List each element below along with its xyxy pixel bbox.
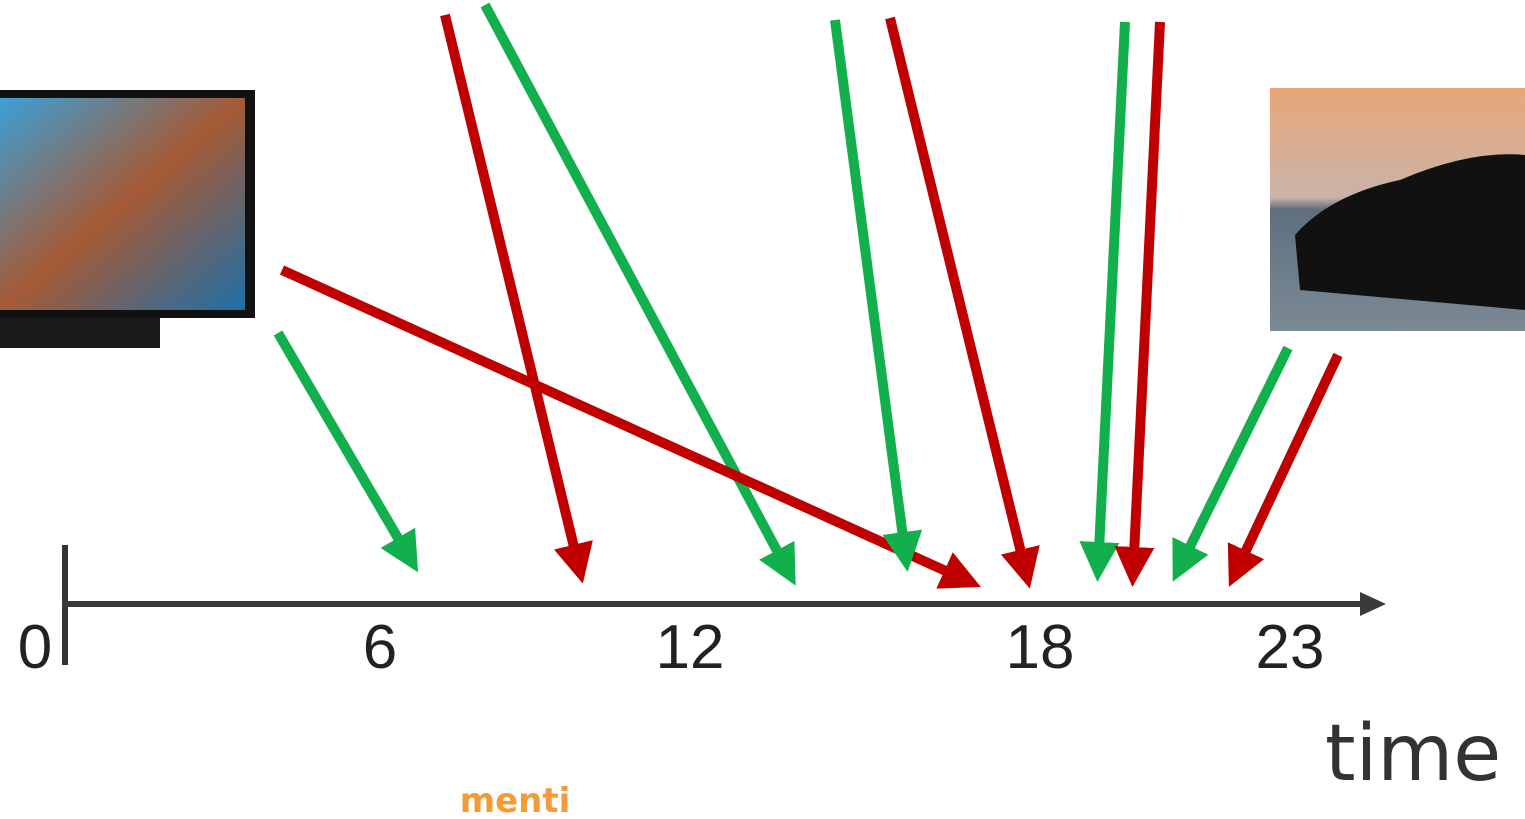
footer-label: menti (460, 781, 571, 819)
tick-label: 23 (1256, 613, 1325, 682)
arrow (480, 2, 796, 586)
axis-arrowhead (1360, 592, 1386, 616)
arrow (1079, 21, 1130, 582)
arrow (830, 19, 923, 572)
tick-label: 6 (363, 613, 397, 682)
arrow (1172, 345, 1293, 582)
arrow (1114, 21, 1165, 587)
arrow (885, 16, 1040, 589)
arrow (273, 330, 419, 573)
tick-label: 18 (1006, 613, 1075, 682)
arrow (440, 13, 593, 584)
arrow (279, 265, 981, 589)
arrows (273, 2, 1343, 589)
axis-label: time (1325, 709, 1501, 799)
tick-label: 0 (18, 613, 52, 682)
arrow (1227, 352, 1343, 587)
car-image (1270, 88, 1525, 331)
tv-image (0, 90, 255, 348)
tick-label: 12 (656, 613, 725, 682)
